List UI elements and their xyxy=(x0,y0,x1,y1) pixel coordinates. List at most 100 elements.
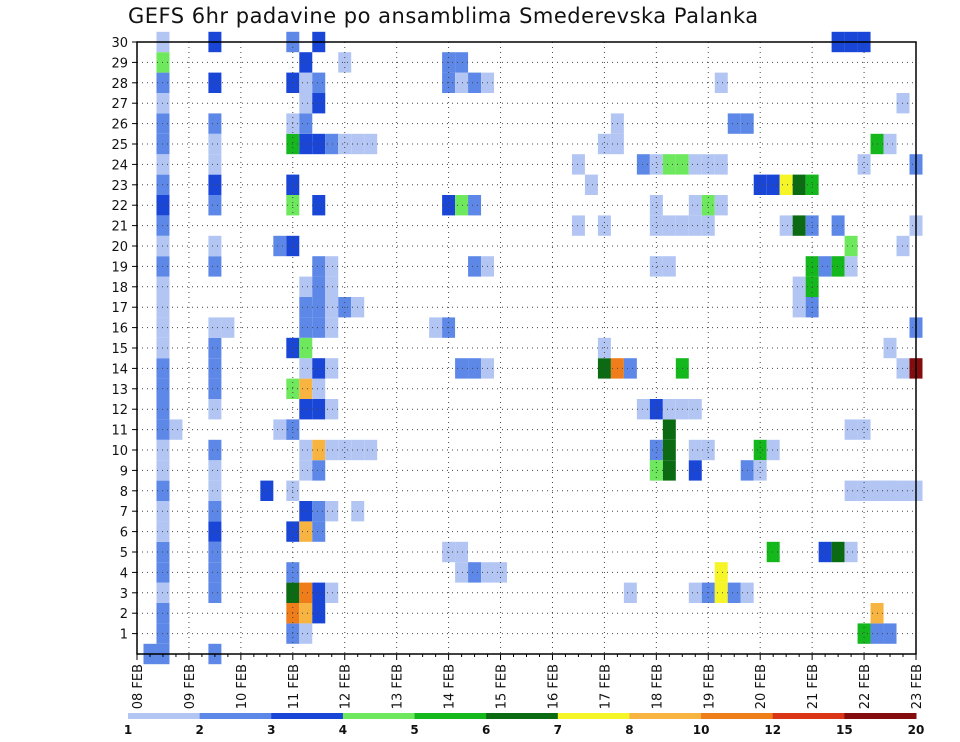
heatmap-cell xyxy=(844,256,858,277)
heatmap-cell xyxy=(792,276,806,297)
heatmap-cell xyxy=(208,174,222,195)
heatmap-cell xyxy=(299,439,313,461)
heatmap-cell xyxy=(299,521,313,542)
heatmap-cell xyxy=(208,501,222,522)
heatmap-cell xyxy=(584,174,598,195)
colorbar-label: 7 xyxy=(554,723,562,737)
x-tick-label: 13 FEB xyxy=(391,664,406,709)
heatmap-cell xyxy=(208,399,222,420)
heatmap-cell xyxy=(662,215,676,236)
heatmap-cell xyxy=(312,378,326,399)
heatmap-cell xyxy=(623,582,637,603)
x-tick-label: 16 FEB xyxy=(546,664,561,709)
heatmap-cell xyxy=(312,133,326,155)
heatmap-cell xyxy=(766,174,780,195)
heatmap-cell xyxy=(208,562,222,583)
heatmap-cell xyxy=(688,154,702,175)
x-tick-label: 20 FEB xyxy=(754,664,769,709)
y-tick-label: 11 xyxy=(111,424,128,439)
heatmap-cell xyxy=(325,358,339,379)
heatmap-cell xyxy=(429,317,443,338)
heatmap-cell xyxy=(299,358,313,379)
heatmap-cell xyxy=(338,439,352,461)
colorbar: 1 2 3 4 5 6 7 8 10 12 15 20 xyxy=(124,713,925,737)
y-tick-label: 18 xyxy=(111,281,128,296)
y-tick-label: 8 xyxy=(120,485,128,500)
colorbar-swatch xyxy=(701,713,774,719)
heatmap-cell xyxy=(208,358,222,379)
colorbar-swatch xyxy=(342,713,416,719)
heatmap-cell xyxy=(597,133,611,155)
heatmap-cell xyxy=(883,623,897,644)
heatmap-cell xyxy=(312,460,326,481)
y-tick-label: 23 xyxy=(111,179,128,194)
heatmap-cell xyxy=(883,133,897,155)
heatmap-cell xyxy=(701,439,715,461)
y-tick-label: 17 xyxy=(111,301,128,316)
colorbar-label: 20 xyxy=(908,723,925,737)
heatmap-cell xyxy=(896,235,910,257)
heatmap-cell xyxy=(662,419,676,440)
heatmap-cell xyxy=(688,582,702,603)
heatmap-cell xyxy=(325,501,339,522)
heatmap-cell xyxy=(208,582,222,603)
heatmap-cell xyxy=(208,480,222,501)
heatmap-cell xyxy=(312,603,326,624)
heatmap-cell xyxy=(299,113,313,134)
heatmap-cell xyxy=(701,154,715,175)
heatmap-cell xyxy=(208,154,222,175)
x-tick-label: 18 FEB xyxy=(650,664,665,709)
heatmap-cell xyxy=(455,52,469,73)
heatmap-cell xyxy=(312,317,326,338)
x-tick-label: 08 FEB xyxy=(131,664,146,709)
heatmap-cell xyxy=(364,133,378,155)
colorbar-label: 15 xyxy=(836,723,853,737)
heatmap-cell xyxy=(455,541,469,563)
y-tick-label: 21 xyxy=(111,220,128,235)
heatmap-cell xyxy=(714,195,728,216)
heatmap-cell xyxy=(208,317,222,338)
heatmap-cell xyxy=(688,399,702,420)
plot-frame xyxy=(136,41,917,655)
heatmap-cell xyxy=(597,215,611,236)
heatmap-cell xyxy=(662,460,676,481)
heatmap-cell xyxy=(468,358,482,379)
y-tick-label: 3 xyxy=(120,587,128,602)
heatmap-cell xyxy=(312,501,326,522)
y-tick-label: 13 xyxy=(111,383,128,398)
heatmap-cell xyxy=(325,297,339,318)
y-tick-label: 16 xyxy=(111,322,128,337)
x-tick-label: 11 FEB xyxy=(287,664,302,709)
heatmap-cell xyxy=(649,439,663,461)
heatmap-cell xyxy=(792,215,806,236)
y-tick-label: 22 xyxy=(111,199,128,214)
heatmap-cell xyxy=(312,358,326,379)
x-tick-label: 23 FEB xyxy=(910,664,925,709)
heatmap-cell xyxy=(571,215,585,236)
colorbar-swatch xyxy=(844,713,917,719)
heatmap-cell xyxy=(857,480,871,501)
colorbar-label: 1 xyxy=(124,723,132,737)
heatmap-cell xyxy=(208,235,222,257)
heatmap-cell xyxy=(727,582,741,603)
heatmap-cell xyxy=(299,276,313,297)
heatmap-cell xyxy=(208,256,222,277)
heatmap-cell xyxy=(857,154,871,175)
heatmap-cell xyxy=(455,72,469,93)
heatmap-cell xyxy=(792,297,806,318)
heatmap-cell xyxy=(688,195,702,216)
heatmap-cell xyxy=(455,562,469,583)
heatmap-cell xyxy=(455,358,469,379)
colorbar-label: 10 xyxy=(693,723,710,737)
heatmap-cell xyxy=(208,541,222,563)
heatmap-cell xyxy=(468,72,482,93)
chart-title: GEFS 6hr padavine po ansamblima Smederev… xyxy=(128,4,759,28)
heatmap-cell xyxy=(299,501,313,522)
heatmap-cell xyxy=(208,337,222,359)
heatmap-cell xyxy=(442,195,456,216)
heatmap-cell xyxy=(299,317,313,338)
heatmap-cell xyxy=(208,439,222,461)
heatmap-cell xyxy=(325,399,339,420)
heatmap-cell xyxy=(857,419,871,440)
heatmap-cell xyxy=(714,72,728,93)
